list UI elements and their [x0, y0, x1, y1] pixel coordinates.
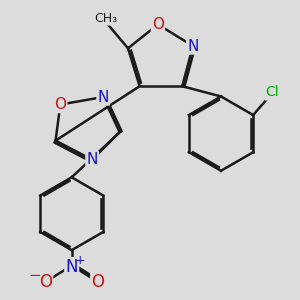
Text: N: N — [98, 89, 109, 104]
Text: O: O — [152, 17, 164, 32]
Text: N: N — [86, 152, 98, 167]
Text: Cl: Cl — [266, 85, 279, 100]
Text: O: O — [54, 97, 66, 112]
Text: N: N — [187, 38, 199, 53]
Text: +: + — [74, 254, 85, 267]
Text: −: − — [28, 268, 41, 283]
Text: O: O — [39, 273, 52, 291]
Text: O: O — [92, 273, 104, 291]
Text: CH₃: CH₃ — [94, 11, 118, 25]
Text: N: N — [65, 258, 78, 276]
